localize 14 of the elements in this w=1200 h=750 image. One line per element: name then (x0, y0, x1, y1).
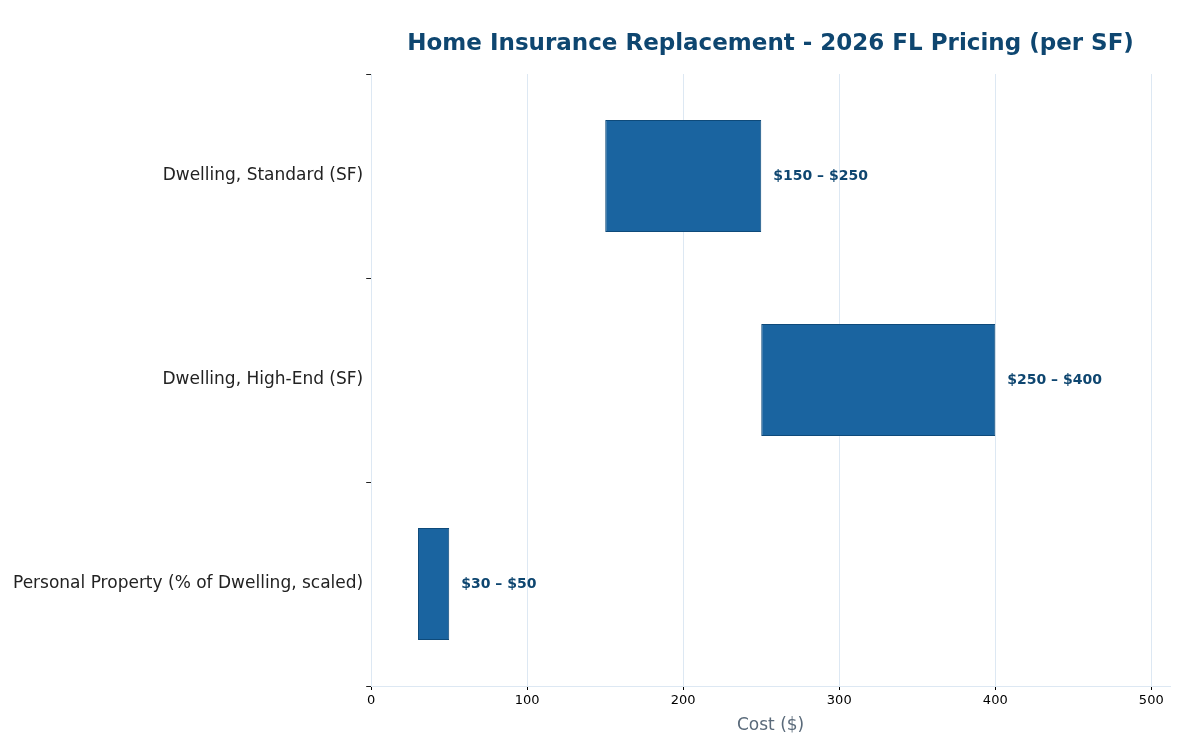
annotation: $250 – $400 (1007, 370, 1103, 387)
y-tick-label: Dwelling, Standard (SF) (162, 164, 364, 185)
x-tick-label: 200 (670, 692, 696, 708)
x-tick-label: 300 (826, 692, 852, 708)
x-axis-title: Cost ($) (736, 714, 805, 735)
y-tick-label: Personal Property (% of Dwelling, scaled) (12, 572, 364, 593)
annotation: $30 – $50 (461, 574, 537, 591)
chart-title: Home Insurance Replacement - 2026 FL Pricing (per SF) (407, 29, 1134, 55)
y-tick-label: Dwelling, High-End (SF) (162, 368, 364, 389)
x-tick-label: 500 (1138, 692, 1164, 708)
x-tick-label: 0 (367, 692, 376, 708)
annotation: $150 – $250 (773, 166, 869, 183)
x-tick-label: 400 (982, 692, 1008, 708)
x-tick-label: 100 (514, 692, 540, 708)
